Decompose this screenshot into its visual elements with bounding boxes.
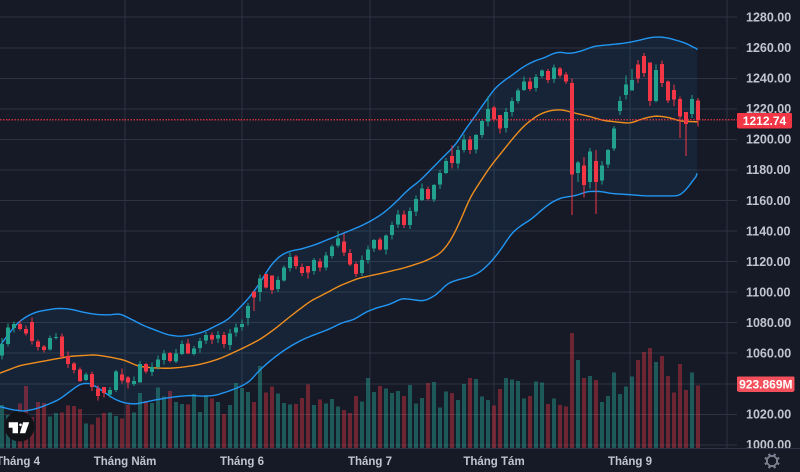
svg-text:1240.00: 1240.00 (746, 72, 791, 86)
svg-text:Tháng Tám: Tháng Tám (463, 456, 524, 468)
svg-text:1212.74: 1212.74 (743, 114, 787, 128)
svg-text:1220.00: 1220.00 (746, 102, 791, 116)
svg-text:1280.00: 1280.00 (746, 11, 791, 25)
svg-text:1120.00: 1120.00 (746, 255, 791, 269)
svg-text:1180.00: 1180.00 (746, 163, 791, 177)
svg-text:1000.00: 1000.00 (746, 438, 791, 452)
svg-text:1160.00: 1160.00 (746, 194, 791, 208)
svg-text:Tháng Năm: Tháng Năm (94, 456, 157, 468)
svg-text:1260.00: 1260.00 (746, 41, 791, 55)
svg-text:1060.00: 1060.00 (746, 347, 791, 361)
svg-text:1200.00: 1200.00 (746, 133, 791, 147)
svg-text:1100.00: 1100.00 (746, 285, 791, 299)
svg-text:Tháng 7: Tháng 7 (348, 456, 392, 468)
svg-text:923.869M: 923.869M (739, 377, 792, 391)
svg-text:1080.00: 1080.00 (746, 316, 791, 330)
svg-text:Tháng 4: Tháng 4 (0, 456, 41, 468)
svg-text:Tháng 6: Tháng 6 (220, 456, 264, 468)
svg-text:Tháng 9: Tháng 9 (608, 456, 652, 468)
svg-text:1140.00: 1140.00 (746, 224, 791, 238)
svg-text:1020.00: 1020.00 (746, 408, 791, 422)
